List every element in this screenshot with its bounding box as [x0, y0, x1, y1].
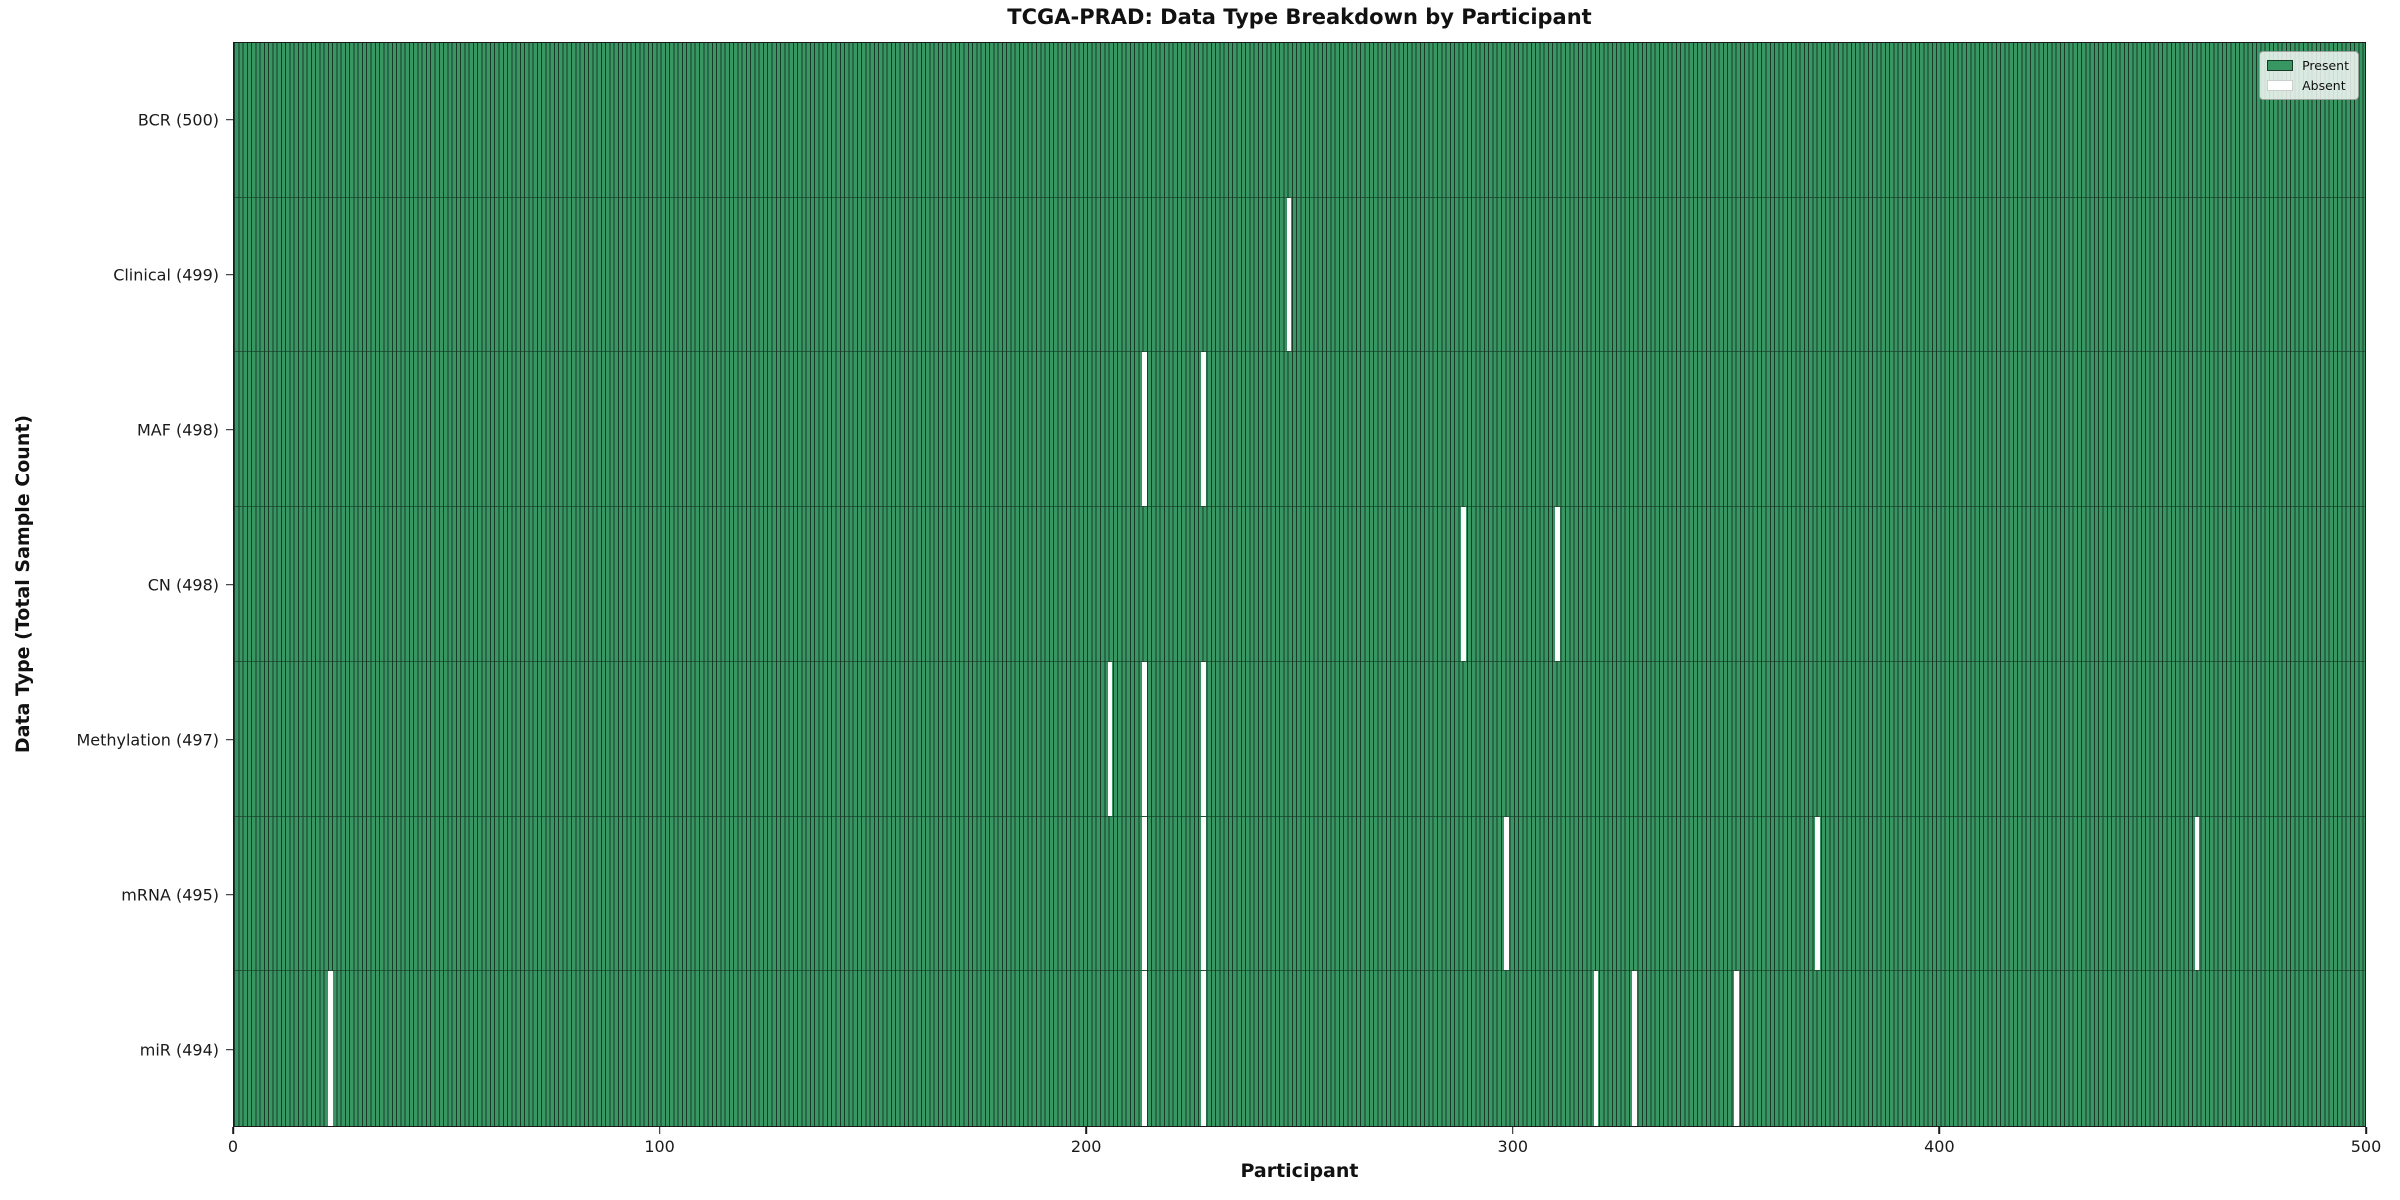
y-tick-label: Methylation (497)	[76, 730, 219, 749]
y-tick-mark	[226, 1048, 233, 1051]
heatmap-row-mir	[234, 971, 2365, 1126]
heatmap-row-maf	[234, 352, 2365, 508]
y-tick-label: CN (498)	[147, 575, 219, 594]
absent-stripe	[1201, 352, 1207, 507]
x-tick-label: 400	[1924, 1137, 1955, 1156]
y-tick-mark	[226, 273, 233, 276]
y-tick-mark	[226, 428, 233, 431]
y-tick-label: mRNA (495)	[121, 885, 219, 904]
y-tick-label: Clinical (499)	[113, 265, 219, 284]
x-tick-label: 100	[644, 1137, 675, 1156]
y-tick-mark	[226, 893, 233, 896]
legend-label: Absent	[2302, 78, 2346, 93]
x-axis: 0 100 200 300 400 500	[228, 1127, 2381, 1167]
y-tick-label: miR (494)	[139, 1040, 219, 1059]
y-axis: BCR (500) Clinical (499) MAF (498) CN (498)…	[0, 42, 233, 1127]
absent-stripe	[1815, 816, 1820, 971]
legend-entry-absent: Absent	[2267, 78, 2349, 93]
x-tick-label: 300	[1497, 1137, 1529, 1156]
chart-title: TCGA-PRAD: Data Type Breakdown by Partic…	[1007, 5, 1592, 29]
legend: Present Absent	[2259, 51, 2359, 100]
absent-stripe	[1201, 661, 1207, 816]
y-tick-label: MAF (498)	[136, 420, 219, 439]
absent-stripe	[1286, 197, 1292, 352]
absent-stripe	[1107, 661, 1113, 816]
x-tick-label: 500	[2350, 1137, 2382, 1156]
x-axis-title: Participant	[1240, 1160, 1359, 1182]
absent-stripe	[327, 971, 333, 1126]
absent-stripe	[1734, 971, 1739, 1126]
absent-stripe	[1201, 816, 1207, 971]
x-tick-mark	[1512, 1127, 1514, 1134]
absent-stripe	[1555, 507, 1560, 661]
x-tick-mark	[1938, 1127, 1941, 1134]
absent-stripe	[2194, 816, 2200, 971]
y-tick-mark	[226, 583, 233, 586]
absent-stripe	[1141, 816, 1147, 971]
legend-swatch-icon	[2267, 60, 2294, 71]
heatmap-row-clinical	[234, 197, 2365, 353]
absent-stripe	[1141, 971, 1147, 1126]
y-tick-mark	[226, 118, 233, 121]
x-tick-mark	[658, 1127, 661, 1134]
x-tick-mark	[1085, 1127, 1087, 1134]
absent-stripe	[1631, 971, 1637, 1126]
x-tick-label: 0	[227, 1137, 239, 1156]
heatmap-row-cn	[234, 507, 2365, 662]
x-tick-mark	[232, 1127, 234, 1134]
absent-stripe	[1504, 816, 1509, 971]
absent-stripe	[1201, 971, 1207, 1126]
heatmap-row-methylation	[234, 661, 2365, 817]
heatmap-row-bcr	[234, 43, 2365, 198]
heatmap-row-mrna	[234, 816, 2365, 972]
y-tick-label: BCR (500)	[137, 110, 219, 129]
absent-stripe	[1141, 352, 1147, 507]
x-tick-label: 200	[1070, 1137, 1102, 1156]
absent-stripe	[1461, 507, 1467, 661]
legend-swatch-icon	[2267, 80, 2294, 91]
x-tick-mark	[2365, 1127, 2367, 1134]
plot-area: Present Absent	[233, 42, 2366, 1127]
absent-stripe	[1593, 971, 1599, 1126]
legend-label: Present	[2302, 58, 2349, 73]
absent-stripe	[1141, 661, 1147, 816]
y-tick-mark	[226, 738, 233, 741]
legend-entry-present: Present	[2267, 58, 2349, 73]
